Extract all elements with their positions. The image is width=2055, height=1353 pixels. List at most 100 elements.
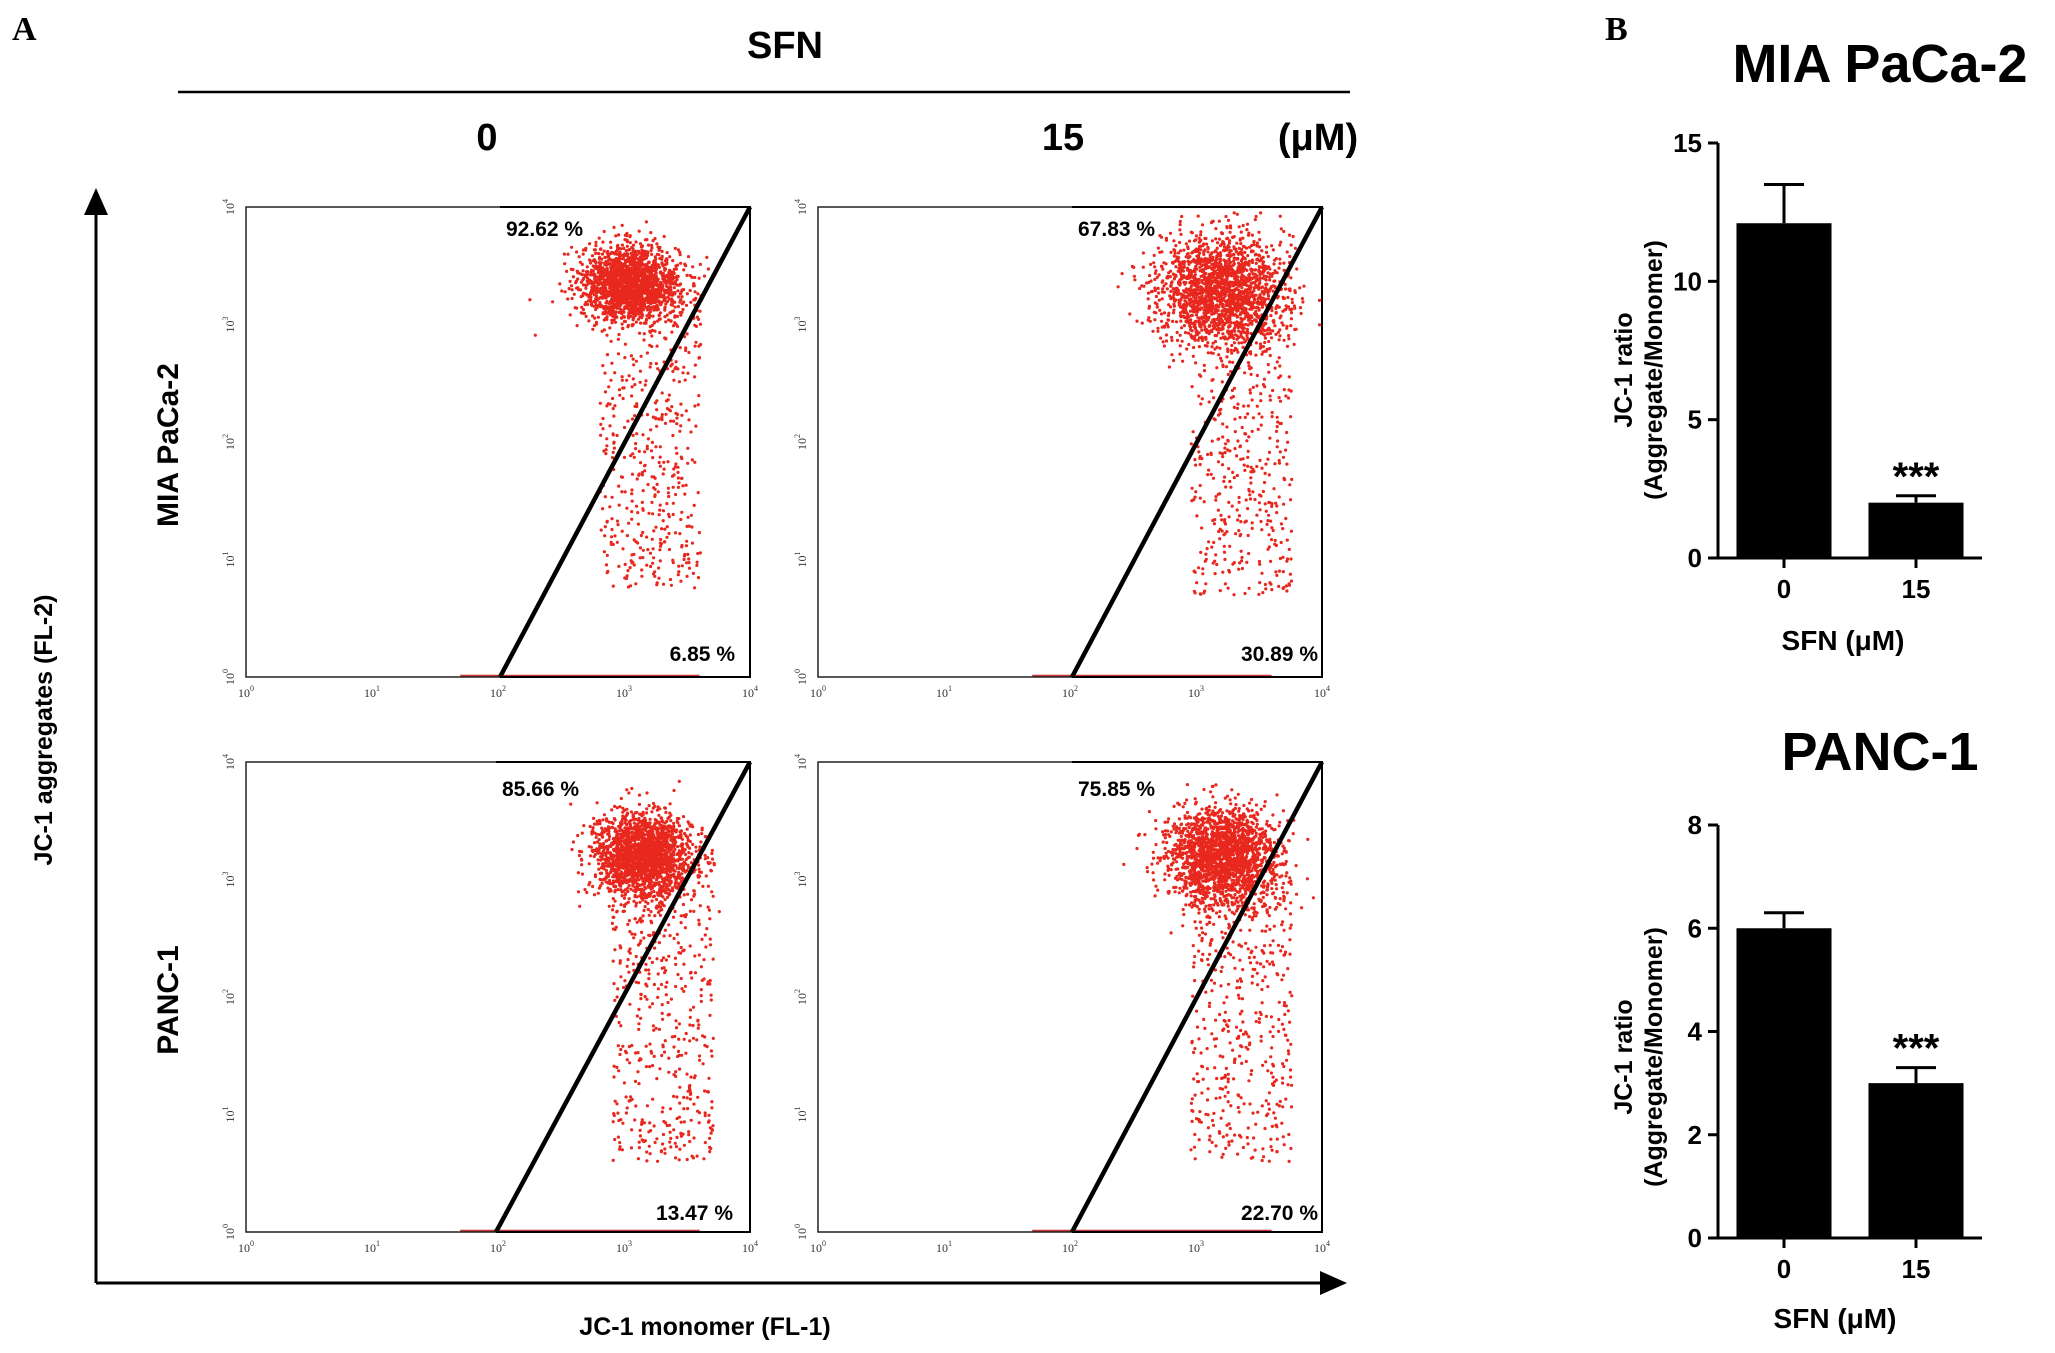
event-dot	[1186, 266, 1190, 270]
event-dot	[1266, 457, 1270, 461]
event-dot	[1229, 226, 1233, 230]
event-dot	[664, 399, 669, 403]
event-dot	[1158, 234, 1162, 238]
event-dot	[1206, 308, 1211, 312]
event-dot	[1254, 279, 1258, 283]
event-dot	[1200, 269, 1204, 274]
event-dot	[1238, 561, 1242, 565]
event-dot	[1226, 586, 1230, 590]
event-dot	[1227, 515, 1231, 519]
event-dot	[638, 546, 643, 550]
event-dot	[1278, 556, 1282, 561]
event-dot	[684, 483, 688, 487]
sfn-header: SFN	[747, 25, 823, 67]
event-dot	[676, 304, 681, 309]
event-dot	[1227, 500, 1231, 504]
event-dot	[640, 298, 644, 302]
event-dot	[610, 456, 615, 460]
event-dot	[629, 278, 633, 282]
event-dot	[655, 424, 659, 428]
event-dot	[1156, 329, 1160, 333]
event-dot	[1227, 251, 1231, 255]
event-dot	[650, 246, 654, 250]
event-dot	[609, 251, 613, 256]
event-dot	[693, 344, 697, 348]
x-tick-label: 102	[490, 684, 506, 700]
event-dot	[578, 288, 583, 292]
event-dot	[648, 329, 652, 333]
event-dot	[1202, 259, 1206, 263]
event-dot	[599, 433, 603, 437]
event-dot	[627, 521, 631, 525]
event-dot	[634, 442, 638, 446]
event-dot	[1261, 489, 1265, 494]
event-dot	[1194, 361, 1198, 365]
event-dot	[1246, 464, 1250, 468]
event-dot	[626, 269, 630, 273]
event-dot	[661, 582, 666, 586]
event-dot	[1254, 319, 1258, 324]
event-dot	[597, 296, 601, 301]
event-dot	[620, 375, 624, 379]
event-dot	[640, 253, 645, 257]
event-dot	[1214, 237, 1218, 241]
event-dot	[650, 263, 654, 267]
event-dot	[686, 446, 690, 450]
event-dot	[616, 291, 620, 295]
event-dot	[634, 447, 638, 451]
event-dot	[563, 290, 567, 294]
event-dot	[655, 282, 660, 286]
event-dot	[1282, 502, 1286, 506]
event-dot	[674, 446, 678, 450]
event-dot	[1189, 304, 1193, 308]
event-dot	[597, 282, 601, 286]
event-dot	[637, 229, 641, 233]
event-dot	[1224, 342, 1228, 346]
event-dot	[1184, 255, 1188, 259]
event-dot	[667, 494, 671, 499]
event-dot	[567, 287, 571, 291]
event-dot	[694, 340, 698, 344]
event-dot	[1149, 279, 1153, 283]
event-dot	[1141, 251, 1145, 255]
event-dot	[637, 472, 641, 476]
event-dot	[594, 240, 598, 244]
dose-label-15: 15	[1042, 117, 1084, 159]
event-dot	[661, 472, 665, 476]
event-dot	[1183, 331, 1188, 335]
event-dot	[640, 500, 644, 504]
event-dot	[1260, 285, 1264, 289]
event-dot	[601, 285, 606, 289]
event-dot	[1169, 305, 1173, 309]
event-dot	[622, 246, 626, 250]
event-dot	[666, 486, 671, 490]
event-dot	[1267, 533, 1271, 537]
event-dot	[666, 273, 671, 277]
event-dot	[571, 268, 575, 272]
event-dot	[605, 444, 609, 448]
event-dot	[1190, 231, 1194, 235]
event-dot	[604, 563, 609, 567]
event-dot	[1175, 286, 1179, 290]
event-dot	[1281, 570, 1285, 574]
event-dot	[1246, 361, 1251, 365]
event-dot	[1267, 339, 1271, 344]
event-dot	[1253, 497, 1257, 502]
event-dot	[1232, 245, 1236, 249]
event-dot	[657, 566, 661, 570]
event-dot	[1240, 298, 1244, 303]
event-dot	[1232, 341, 1237, 345]
event-dot	[577, 255, 581, 259]
event-dot	[610, 527, 614, 532]
event-dot	[1285, 557, 1290, 561]
event-dot	[678, 429, 682, 433]
event-dot	[600, 277, 604, 281]
event-dot	[1155, 275, 1159, 279]
event-dot	[1242, 404, 1246, 408]
event-dot	[1278, 257, 1282, 261]
event-dot	[1254, 293, 1258, 297]
event-dot	[657, 460, 661, 465]
event-dot	[636, 522, 641, 526]
event-dot	[687, 561, 691, 565]
event-dot	[1180, 305, 1184, 310]
